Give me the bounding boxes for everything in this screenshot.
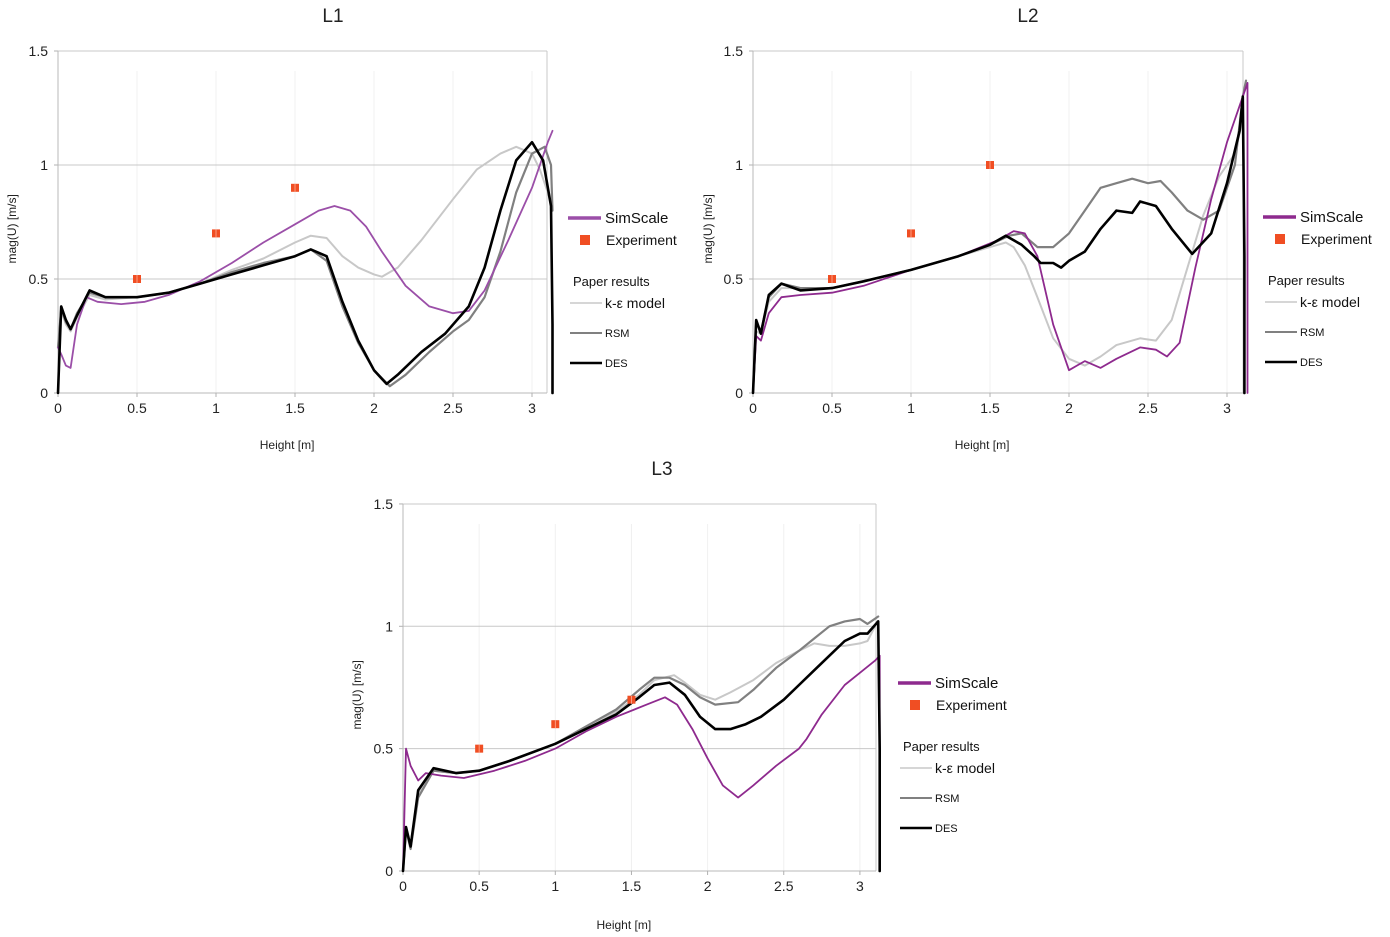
legend-group-title: Paper results <box>903 739 980 754</box>
x-tick-label: 2.5 <box>443 400 463 416</box>
legend-label-experiment: Experiment <box>606 232 677 248</box>
chart-title: L1 <box>322 6 343 27</box>
legend-swatch-experiment <box>1275 234 1285 244</box>
legend-label-des: DES <box>1300 357 1323 369</box>
legend-label-rsm: RSM <box>605 328 629 340</box>
y-tick-label: 0.5 <box>29 271 49 287</box>
series-line-des <box>401 620 882 873</box>
x-tick-label: 1.5 <box>980 400 1000 416</box>
series-line-rsm <box>56 145 554 388</box>
x-tick-label: 0.5 <box>127 400 147 416</box>
legend-group-title: Paper results <box>573 274 650 289</box>
legend-swatch-experiment <box>580 235 590 245</box>
chart-l2: L2 0 0.5 1 1.5 0 0.5 1 1.5 2 2.5 3 Height [m] mag(U) … <box>701 6 1372 452</box>
x-tick-label: 1.5 <box>622 878 642 894</box>
legend-group-title: Paper results <box>1268 273 1345 288</box>
x-tick-label: 2 <box>704 878 712 894</box>
y-tick-label: 0.5 <box>374 741 394 757</box>
legend-label-rsm: RSM <box>1300 327 1324 339</box>
y-axis-label: mag(U) [m/s] <box>350 660 364 729</box>
x-tick-label: 2 <box>370 400 378 416</box>
y-axis-label: mag(U) [m/s] <box>701 194 715 263</box>
legend-label-simscale: SimScale <box>1300 209 1363 226</box>
legend-label-ke: k-ε model <box>1300 294 1360 310</box>
legend: SimScale Experiment Paper results k-ε model… <box>568 210 677 370</box>
x-tick-label: 0 <box>749 400 757 416</box>
series-line-simscale <box>402 654 881 872</box>
chart-l3: L3 0 0.5 1 1.5 0 0.5 1 1.5 2 2.5 3 Height [m] mag(U) … <box>350 459 1007 932</box>
series-line-simscale <box>752 82 1249 394</box>
series-line-des <box>56 140 554 395</box>
series-line-k-model <box>57 145 554 349</box>
x-tick-label: 0.5 <box>822 400 842 416</box>
y-axis-label: mag(U) [m/s] <box>5 194 19 263</box>
x-tick-label: 1 <box>551 878 559 894</box>
series-line-k-model <box>752 118 1244 394</box>
x-tick-label: 2.5 <box>774 878 794 894</box>
y-tick-label: 0 <box>40 385 48 401</box>
chart-l1: L1 0 0.5 1 1.5 0 0.5 1 1.5 2 2.5 3 Height [m] mag(U) … <box>5 6 677 452</box>
legend: SimScale Experiment Paper results k-ε model… <box>1263 209 1372 369</box>
y-tick-label: 0.5 <box>724 271 744 287</box>
x-tick-label: 3 <box>528 400 536 416</box>
series-line-simscale <box>57 129 554 369</box>
y-tick-label: 1.5 <box>724 43 744 59</box>
x-tick-label: 2.5 <box>1138 400 1158 416</box>
y-tick-label: 1 <box>40 157 48 173</box>
y-tick-label: 1.5 <box>29 43 49 59</box>
x-axis-label: Height [m] <box>955 438 1010 452</box>
x-tick-label: 1 <box>212 400 220 416</box>
series-line-des <box>751 95 1246 395</box>
legend-label-ke: k-ε model <box>605 295 665 311</box>
series-line-rsm <box>751 79 1248 395</box>
legend-label-des: DES <box>605 358 628 370</box>
legend-label-simscale: SimScale <box>605 210 668 227</box>
legend-label-simscale: SimScale <box>935 675 998 692</box>
y-tick-label: 1 <box>385 618 393 634</box>
x-tick-label: 0.5 <box>469 878 489 894</box>
legend-label-des: DES <box>935 823 958 835</box>
legend-label-experiment: Experiment <box>1301 231 1372 247</box>
chart-title: L2 <box>1017 6 1038 27</box>
x-tick-label: 3 <box>856 878 864 894</box>
x-tick-label: 2 <box>1065 400 1073 416</box>
x-axis-label: Height [m] <box>260 438 315 452</box>
series-line-rsm <box>401 615 880 873</box>
y-tick-label: 1 <box>735 157 743 173</box>
y-tick-label: 1.5 <box>374 496 394 512</box>
legend-label-rsm: RSM <box>935 793 959 805</box>
y-tick-label: 0 <box>385 863 393 879</box>
legend: SimScale Experiment Paper results k-ε model… <box>898 675 1007 835</box>
x-tick-label: 3 <box>1223 400 1231 416</box>
x-tick-label: 1 <box>907 400 915 416</box>
x-axis-label: Height [m] <box>596 918 651 932</box>
y-tick-label: 0 <box>735 385 743 401</box>
legend-label-experiment: Experiment <box>936 697 1007 713</box>
x-tick-label: 0 <box>54 400 62 416</box>
chart-title: L3 <box>651 459 672 480</box>
legend-swatch-experiment <box>910 700 920 710</box>
x-tick-label: 0 <box>399 878 407 894</box>
legend-label-ke: k-ε model <box>935 760 995 776</box>
x-tick-label: 1.5 <box>285 400 305 416</box>
